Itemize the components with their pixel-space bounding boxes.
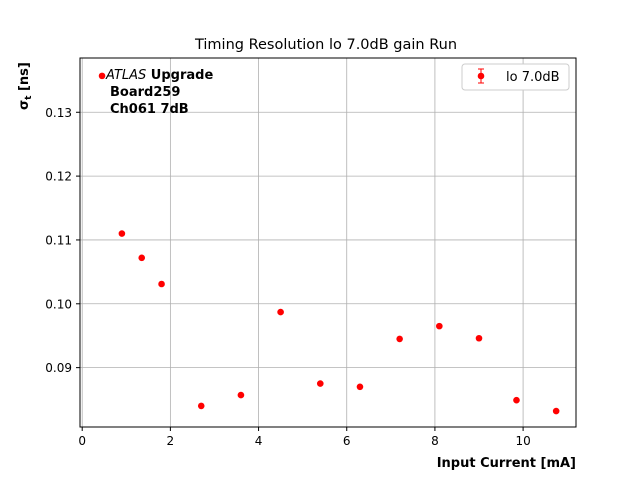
data-point: [436, 322, 443, 330]
annotation-line-3: Ch061 7dB: [110, 102, 189, 117]
annotation-atlas: ATLAS: [105, 68, 146, 83]
plot-area: 0 2 4 6 8 10 0.09 0.10 0.11 0.12 0.13: [45, 57, 577, 448]
x-tick-label: 4: [255, 434, 263, 448]
annotation-line-2: Board259: [110, 85, 180, 100]
x-tick-label: 2: [167, 434, 175, 448]
y-axis-label-subscript: t: [24, 95, 34, 100]
data-point: [552, 407, 560, 415]
legend-label: lo 7.0dB: [506, 70, 560, 85]
x-axis-label: Input Current [mA]: [437, 456, 576, 471]
data-point: [316, 380, 324, 387]
atlas-annotation: ATLAS Upgrade Board259 Ch061 7dB: [105, 68, 213, 117]
y-tick-label: 0.09: [45, 361, 72, 375]
axes-frame: [79, 57, 577, 428]
y-axis-label-unit: [ns]: [17, 62, 32, 95]
x-tick-label: 0: [78, 434, 86, 448]
y-tick-label: 0.13: [45, 106, 72, 120]
legend-marker-icon: [477, 72, 485, 80]
annotation-line-1: ATLAS Upgrade: [105, 68, 213, 83]
data-point: [396, 335, 403, 343]
y-tick-label: 0.10: [45, 297, 72, 311]
data-point: [197, 402, 205, 410]
y-axis-label: σt [ns]: [17, 62, 34, 110]
data-point: [138, 254, 146, 262]
legend-frame: [461, 63, 570, 91]
x-tick-label: 10: [515, 434, 530, 448]
data-point: [513, 396, 520, 404]
data-point: [277, 308, 284, 316]
data-point: [475, 334, 483, 342]
data-point: [98, 72, 106, 80]
annotation-upgrade: Upgrade: [146, 68, 213, 83]
y-tick-label: 0.12: [45, 170, 72, 184]
data-point: [118, 230, 126, 237]
data-point: [356, 383, 364, 391]
y-tick-label: 0.11: [45, 233, 72, 247]
x-tick-label: 6: [343, 434, 351, 448]
chart-title: Timing Resolution lo 7.0dB gain Run: [194, 37, 457, 53]
data-point: [158, 280, 165, 288]
legend: lo 7.0dB: [461, 63, 570, 91]
y-axis-label-symbol: σ: [17, 100, 32, 110]
x-tick-label: 8: [431, 434, 439, 448]
data-point: [237, 391, 245, 399]
